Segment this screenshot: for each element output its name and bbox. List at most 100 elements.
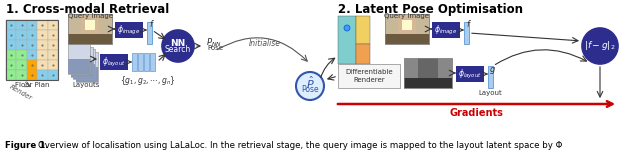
Bar <box>73 49 95 79</box>
Text: Overview of localisation using LaLaLoc. In the retrieval stage, the query image : Overview of localisation using LaLaLoc. … <box>38 141 563 151</box>
Text: 2. Latent Pose Optimisation: 2. Latent Pose Optimisation <box>338 3 523 16</box>
Bar <box>6 30 17 40</box>
Text: Initialise: Initialise <box>249 39 281 49</box>
Bar <box>37 60 47 70</box>
Bar <box>68 34 112 44</box>
Text: $\{g_1, g_2, \cdots, g_n\}$: $\{g_1, g_2, \cdots, g_n\}$ <box>120 74 176 87</box>
Bar <box>404 58 452 88</box>
Text: Layouts: Layouts <box>72 82 100 88</box>
Text: f: f <box>149 20 152 29</box>
Text: f: f <box>466 20 469 29</box>
Bar <box>68 14 112 44</box>
Bar <box>17 60 27 70</box>
Bar <box>17 30 27 40</box>
Bar <box>404 58 452 88</box>
Text: Pose: Pose <box>301 85 319 95</box>
Text: Search: Search <box>165 44 191 54</box>
Bar <box>17 40 27 50</box>
Text: Query Image: Query Image <box>67 13 113 19</box>
Bar <box>47 30 58 40</box>
Bar <box>144 53 149 71</box>
Text: Render: Render <box>8 84 33 102</box>
Bar <box>27 30 37 40</box>
Bar <box>115 22 143 38</box>
Bar <box>6 40 17 50</box>
Text: 1. Cross-modal Retrieval: 1. Cross-modal Retrieval <box>6 3 169 16</box>
Bar <box>81 14 99 34</box>
Text: $P_{NN}$: $P_{NN}$ <box>206 37 221 49</box>
Bar <box>402 20 412 30</box>
Circle shape <box>582 28 618 64</box>
Text: Floor Plan: Floor Plan <box>15 82 49 88</box>
Bar <box>76 66 97 81</box>
Bar <box>385 14 429 44</box>
Bar <box>17 50 27 60</box>
Bar <box>27 70 37 80</box>
Text: $\phi_{image}$: $\phi_{image}$ <box>435 23 458 37</box>
Bar <box>37 50 47 60</box>
Bar <box>6 60 17 70</box>
Bar <box>398 14 416 34</box>
Bar <box>6 20 58 80</box>
Bar <box>419 58 438 78</box>
Bar <box>432 22 460 38</box>
Bar <box>138 53 143 71</box>
Bar <box>70 61 93 76</box>
Bar <box>17 70 27 80</box>
Bar <box>147 22 152 44</box>
Bar <box>73 64 95 79</box>
Bar <box>76 51 97 81</box>
Bar <box>47 60 58 70</box>
Bar <box>385 14 429 44</box>
Bar <box>488 66 493 88</box>
Bar <box>47 70 58 80</box>
Bar <box>6 70 17 80</box>
Bar <box>27 40 37 50</box>
Bar <box>17 20 27 30</box>
Bar <box>27 20 37 30</box>
Bar <box>27 60 37 70</box>
Bar <box>356 16 370 44</box>
Text: $\hat{P}$: $\hat{P}$ <box>306 75 314 91</box>
Text: Pose: Pose <box>207 45 223 51</box>
Bar <box>356 44 370 64</box>
Bar <box>47 50 58 60</box>
Bar <box>150 53 155 71</box>
Text: $\phi_{layout}$: $\phi_{layout}$ <box>458 67 482 80</box>
Circle shape <box>162 30 194 62</box>
Bar <box>456 66 484 82</box>
Bar <box>6 50 17 60</box>
Bar <box>68 44 90 74</box>
Text: NN: NN <box>170 39 186 47</box>
Circle shape <box>344 25 350 31</box>
Text: Differentiable
Renderer: Differentiable Renderer <box>345 70 393 83</box>
Bar <box>27 50 37 60</box>
Text: $\phi_{image}$: $\phi_{image}$ <box>117 23 141 37</box>
Bar <box>132 53 137 71</box>
Bar <box>37 70 47 80</box>
Bar <box>70 46 93 76</box>
Bar <box>47 20 58 30</box>
Bar <box>385 34 429 44</box>
Bar <box>100 54 128 70</box>
Bar <box>37 30 47 40</box>
Bar <box>47 40 58 50</box>
Text: g: g <box>490 65 495 74</box>
Text: Figure 1.: Figure 1. <box>5 141 49 151</box>
Bar <box>37 40 47 50</box>
Bar <box>404 78 452 88</box>
Bar <box>68 59 90 74</box>
Bar <box>6 20 17 30</box>
Bar <box>338 16 356 64</box>
Bar <box>464 22 469 44</box>
Text: Layout: Layout <box>478 90 502 96</box>
Text: Gradients: Gradients <box>449 108 503 118</box>
Text: $|f-g|_2$: $|f-g|_2$ <box>584 39 616 53</box>
Circle shape <box>296 72 324 100</box>
Text: $\phi_{layout}$: $\phi_{layout}$ <box>102 55 126 68</box>
Bar <box>68 14 112 44</box>
Bar <box>84 20 95 30</box>
Bar <box>338 64 400 88</box>
Text: Query Image: Query Image <box>385 13 429 19</box>
Bar <box>37 20 47 30</box>
